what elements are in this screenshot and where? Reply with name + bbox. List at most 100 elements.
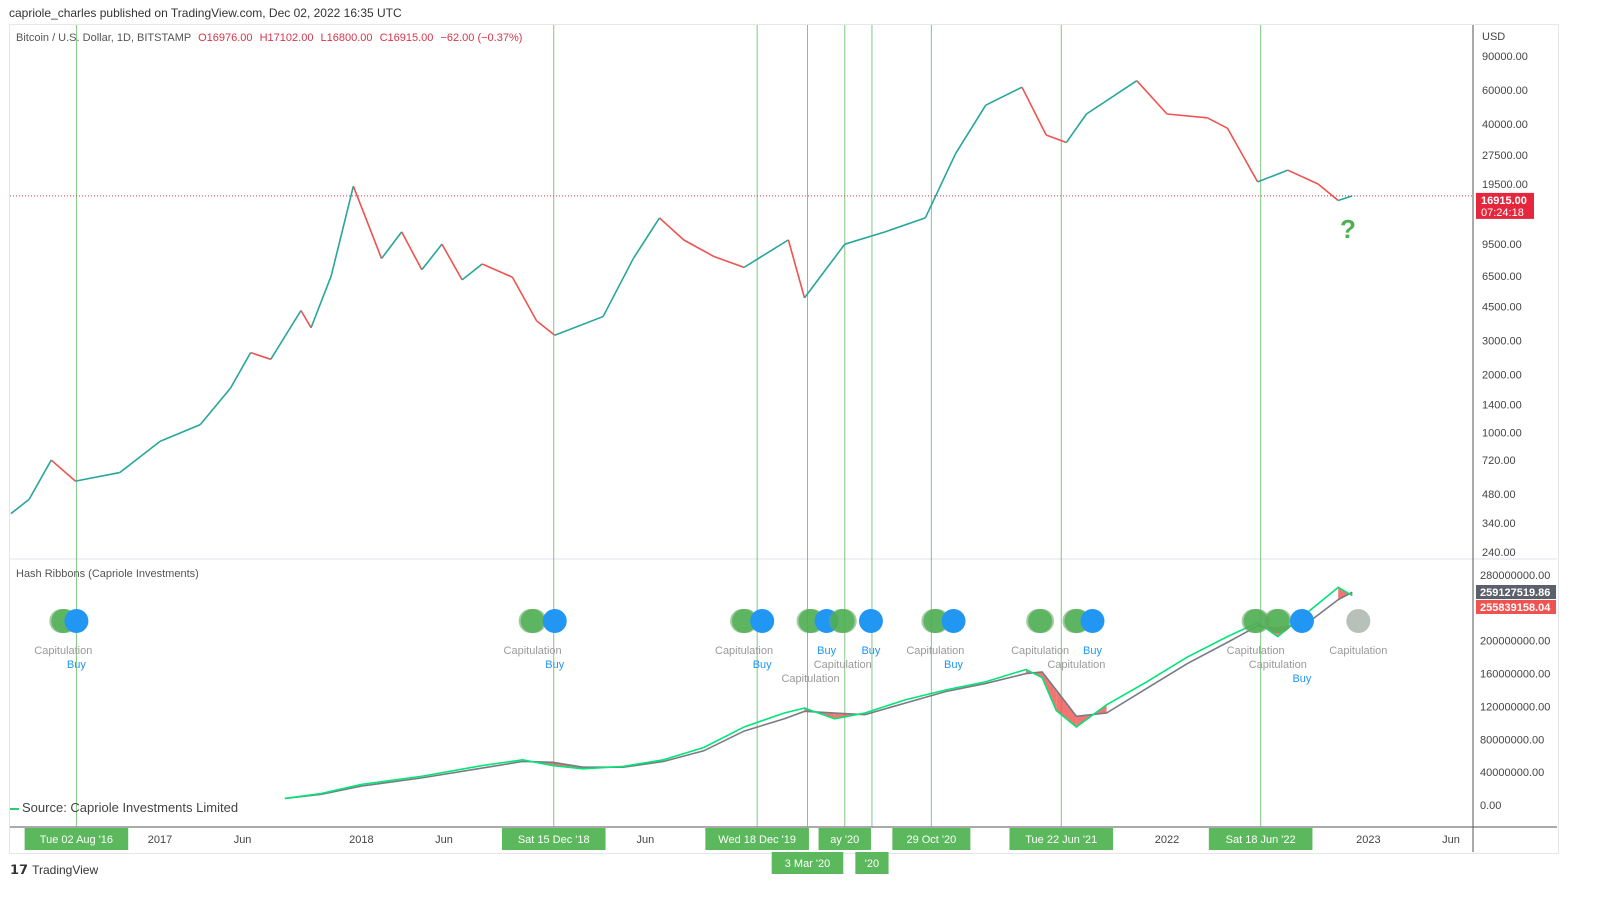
price-tick-label: 90000.00 xyxy=(1482,51,1528,63)
price-segment xyxy=(658,217,685,241)
capitulation-signal-label: Capitulation xyxy=(906,645,964,657)
time-tick-label: Jun xyxy=(636,834,654,846)
price-segment xyxy=(1021,86,1047,136)
price-segment xyxy=(50,459,76,482)
buy-signal-label: Buy xyxy=(1083,645,1102,657)
price-segment xyxy=(199,387,232,426)
price-segment xyxy=(985,86,1023,106)
hash-tick-label: 40000000.00 xyxy=(1480,767,1544,779)
buy-signal-dot[interactable] xyxy=(64,609,89,633)
capitulation-signal-label: Capitulation xyxy=(814,659,872,671)
price-segment xyxy=(787,239,806,299)
capitulation-signal-label: Capitulation xyxy=(781,673,839,685)
buy-signal-label: Buy xyxy=(861,645,880,657)
price-segment xyxy=(511,276,538,322)
price-segment xyxy=(421,243,443,271)
date-marker-badge xyxy=(24,828,129,850)
price-tick-label: 60000.00 xyxy=(1482,85,1528,97)
price-tick-label: 240.00 xyxy=(1482,547,1516,559)
capitulation-signal-label: Capitulation xyxy=(715,645,773,657)
capitulation-signal-dot[interactable] xyxy=(830,609,855,633)
capitulation-signal-label: Capitulation xyxy=(1011,645,1069,657)
symbol-title[interactable]: Bitcoin / U.S. Dollar, 1D, BITSTAMP xyxy=(16,32,192,44)
price-segment xyxy=(159,423,201,443)
ohlc-open: O16976.00 xyxy=(198,32,253,44)
price-segment xyxy=(536,320,556,336)
price-segment xyxy=(119,440,161,474)
price-segment xyxy=(1065,113,1088,144)
hash-slow-value: 255839158.04 xyxy=(1480,602,1551,614)
buy-signal-label: Buy xyxy=(545,659,564,671)
time-tick-label: 2022 xyxy=(1155,834,1179,846)
price-segment xyxy=(380,231,403,260)
price-segment xyxy=(803,243,846,299)
price-segment xyxy=(683,239,715,258)
capitulation-signal-label: Capitulation xyxy=(1047,659,1105,671)
buy-signal-dot[interactable] xyxy=(750,609,775,633)
tradingview-brand[interactable]: 𝟭𝟳 TradingView xyxy=(10,862,98,878)
buy-signal-dot[interactable] xyxy=(1289,609,1314,633)
question-annotation: ? xyxy=(1340,214,1356,244)
time-tick-label: 2018 xyxy=(349,834,373,846)
indicator-title[interactable]: Hash Ribbons (Capriole Investments) xyxy=(16,568,199,580)
buy-signal-dot[interactable] xyxy=(941,609,966,633)
date-marker-badge xyxy=(501,828,606,850)
price-segment xyxy=(844,231,886,245)
pending-signal-dot[interactable] xyxy=(1346,609,1371,633)
capitulation-signal-dot[interactable] xyxy=(520,609,545,633)
capitulation-signal-dot[interactable] xyxy=(732,609,757,633)
price-segment xyxy=(743,239,789,269)
capitulation-signal-dot[interactable] xyxy=(923,609,948,633)
date-marker-badge xyxy=(705,828,809,850)
buy-signal-label: Buy xyxy=(1292,673,1311,685)
capitulation-signal-dot[interactable] xyxy=(1265,609,1290,633)
price-segment xyxy=(1166,113,1208,119)
price-segment xyxy=(954,104,987,155)
capitulation-signal-label: Capitulation xyxy=(1227,645,1285,657)
price-segment xyxy=(884,217,926,233)
price-segment xyxy=(1045,134,1067,144)
price-segment xyxy=(1337,195,1353,202)
hash-tick-label: 160000000.00 xyxy=(1480,669,1550,681)
countdown-timer: 07:24:18 xyxy=(1481,207,1524,219)
last-price-badge xyxy=(1476,192,1534,219)
price-tick-label: 3000.00 xyxy=(1482,336,1522,348)
hash-tick-label: 80000000.00 xyxy=(1480,734,1544,746)
price-tick-label: 27500.00 xyxy=(1482,150,1528,162)
date-marker-badge xyxy=(855,852,889,874)
price-tick-label: 1000.00 xyxy=(1482,428,1522,440)
price-segment xyxy=(632,217,661,259)
date-marker-badge xyxy=(1208,828,1313,850)
date-marker-label: 3 Mar '20 xyxy=(785,858,831,870)
date-marker-badge xyxy=(771,852,844,874)
price-segment xyxy=(441,243,463,281)
price-segment xyxy=(250,351,272,361)
date-marker-label: Tue 22 Jun '21 xyxy=(1025,834,1097,846)
buy-signal-dot[interactable] xyxy=(1080,609,1105,633)
tradingview-logo-icon: 𝟭𝟳 xyxy=(10,862,29,877)
date-marker-label: Tue 02 Aug '16 xyxy=(40,834,113,846)
buy-signal-label: Buy xyxy=(753,659,772,671)
price-segment xyxy=(330,185,355,277)
buy-signal-dot[interactable] xyxy=(542,609,567,633)
capitulation-signal-dot[interactable] xyxy=(1243,609,1268,633)
hash-fast-value: 259127519.86 xyxy=(1480,587,1550,599)
capitulation-signal-label: Capitulation xyxy=(34,645,92,657)
hash-tick-label: 0.00 xyxy=(1480,800,1501,812)
buy-signal-label: Buy xyxy=(944,659,963,671)
hash-slow-badge xyxy=(1476,600,1556,614)
price-tick-label: 19500.00 xyxy=(1482,179,1528,191)
date-marker-label: 29 Oct '20 xyxy=(906,834,956,846)
price-tick-label: 4500.00 xyxy=(1482,302,1522,314)
price-segment xyxy=(1206,117,1228,129)
date-marker-label: Sat 18 Jun '22 xyxy=(1226,834,1296,846)
ohlc-low: L16800.00 xyxy=(320,32,373,44)
price-tick-label: 2000.00 xyxy=(1482,370,1522,382)
ohlc-high: H17102.00 xyxy=(259,32,314,44)
capitulation-signal-dot[interactable] xyxy=(1028,609,1053,633)
price-segment xyxy=(300,310,312,329)
price-tick-label: 340.00 xyxy=(1482,518,1516,530)
last-price-value: 16915.00 xyxy=(1481,195,1527,207)
buy-signal-dot[interactable] xyxy=(858,609,883,633)
